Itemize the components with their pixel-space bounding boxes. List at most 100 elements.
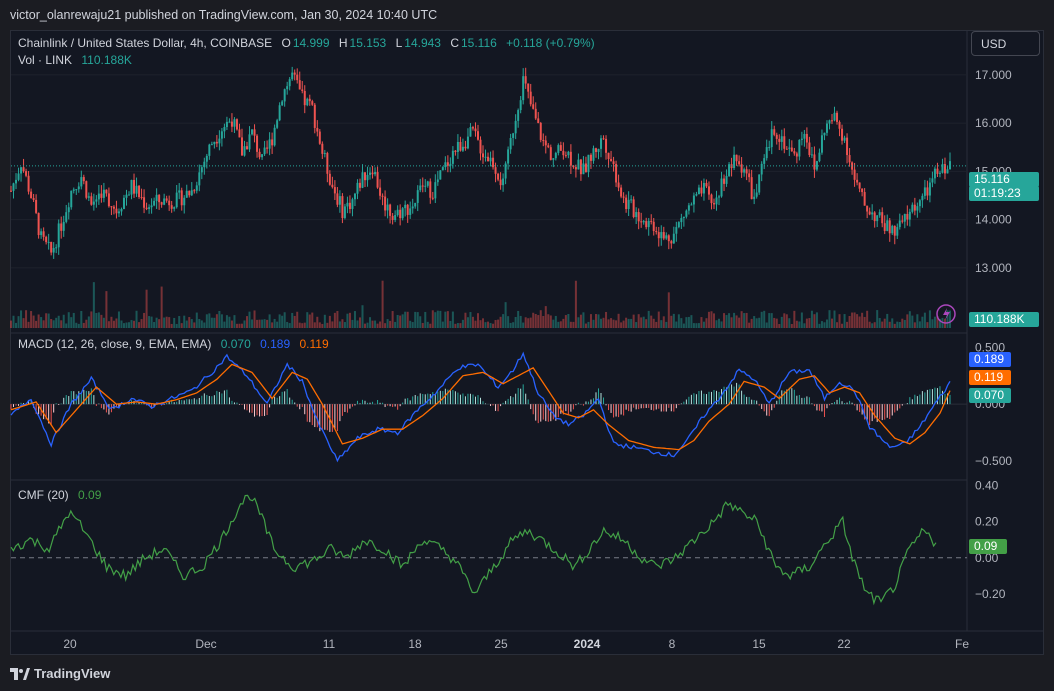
chart-frame[interactable] [10,30,1044,655]
volume-bar [625,317,628,328]
candle-body [233,119,236,127]
macd-tick-label: 0.500 [975,340,1005,354]
candle-body [353,193,356,200]
volume-bar [898,321,901,328]
volume-bar [484,322,487,328]
volume-bar [893,323,896,328]
candle-body [313,104,316,128]
macd-legend: MACD (12, 26, close, 9, EMA, EMA) 0.070 … [18,337,331,351]
volume-bar [667,292,670,328]
candle-body [725,175,728,184]
candle-body [464,146,467,149]
candle-body [193,190,196,192]
volume-bar [125,322,128,328]
candle-body [429,181,432,198]
signal-tag: 0.119 [969,370,1011,385]
cmf-tick-label: 0.00 [975,551,999,565]
macd-label[interactable]: MACD (12, 26, close, 9, EMA, EMA) [18,337,212,351]
volume-bar [70,317,73,328]
low-value: 14.943 [404,36,441,50]
high-label: H [338,36,348,50]
candle-body [815,161,818,170]
volume-bar [858,316,861,328]
candle-body [846,137,849,156]
hist-tag: 0.070 [969,388,1011,403]
volume-bar [62,314,65,328]
volume-bar [399,315,402,328]
candle-body [474,128,477,132]
volume-bar [72,312,75,328]
candle-body [499,179,502,186]
candle-body [750,177,753,200]
volume-label[interactable]: Vol · LINK [18,53,73,67]
volume-bar [690,315,693,328]
volume-bar [723,313,726,328]
volume-bar [100,314,103,328]
volume-bar [208,313,211,328]
volume-bar [662,316,665,328]
time-tick-label: 20 [63,637,77,651]
volume-bar [532,312,535,328]
candle-body [534,108,537,119]
candle-body [122,197,125,209]
volume-bar [549,315,552,328]
volume-bar [813,314,816,328]
volume-bar [903,319,906,328]
candle-body [514,120,517,134]
candle-body [582,163,585,175]
volume-bar [718,318,721,328]
candle-body [424,185,427,187]
candle-body [17,173,20,180]
volume-bar [120,320,123,328]
volume-bar [861,312,864,328]
candle-body [946,169,949,174]
volume-bar [313,322,316,328]
volume-bar [803,323,806,328]
volume-bar [866,310,869,328]
candle-body [868,211,871,215]
publisher-credit: victor_olanrewaju21 published on Trading… [10,8,438,22]
candle-body [276,120,279,128]
volume-bar [85,319,88,328]
cmf-label[interactable]: CMF (20) [18,488,69,502]
volume-bar [20,310,23,328]
candle-body [697,187,700,195]
chart-canvas[interactable]: 17.00016.00015.00014.00013.0000.5000.000… [0,0,1054,655]
candle-body [492,157,495,168]
volume-bar [52,320,55,328]
volume-bar [567,313,570,328]
candle-body [888,220,891,234]
candle-body [22,167,25,172]
volume-bar [391,311,394,328]
currency-button[interactable]: USD [971,31,1040,56]
candle-body [416,190,419,203]
volume-bar [617,313,620,328]
volume-bar [190,319,193,328]
volume-bar [519,315,522,328]
cmf-tag: 0.09 [969,539,1007,554]
tradingview-logo[interactable]: TradingView [10,666,110,681]
volume-bar [246,316,249,328]
volume-bar [318,322,321,328]
candle-body [803,133,806,139]
volume-bar [263,319,266,328]
candle-body [107,193,110,207]
candle-body [145,207,148,209]
candle-body [871,212,874,215]
candle-body [557,145,560,153]
volume-bar [527,318,530,328]
volume-bar [600,318,603,328]
volume-bar [825,319,828,328]
volume-bar [607,319,610,328]
candle-body [183,197,186,206]
open-value: 14.999 [292,36,330,50]
candle-body [256,135,259,152]
tradingview-logo-icon [10,667,30,680]
volume-bar [341,319,344,328]
candle-body [163,198,166,205]
candle-body [509,137,512,150]
symbol-label[interactable]: Chainlink / United States Dollar, 4h, CO… [18,36,273,50]
candle-body [476,131,479,140]
candle-body [630,199,633,201]
price-tick-label: 13.000 [975,261,1012,275]
